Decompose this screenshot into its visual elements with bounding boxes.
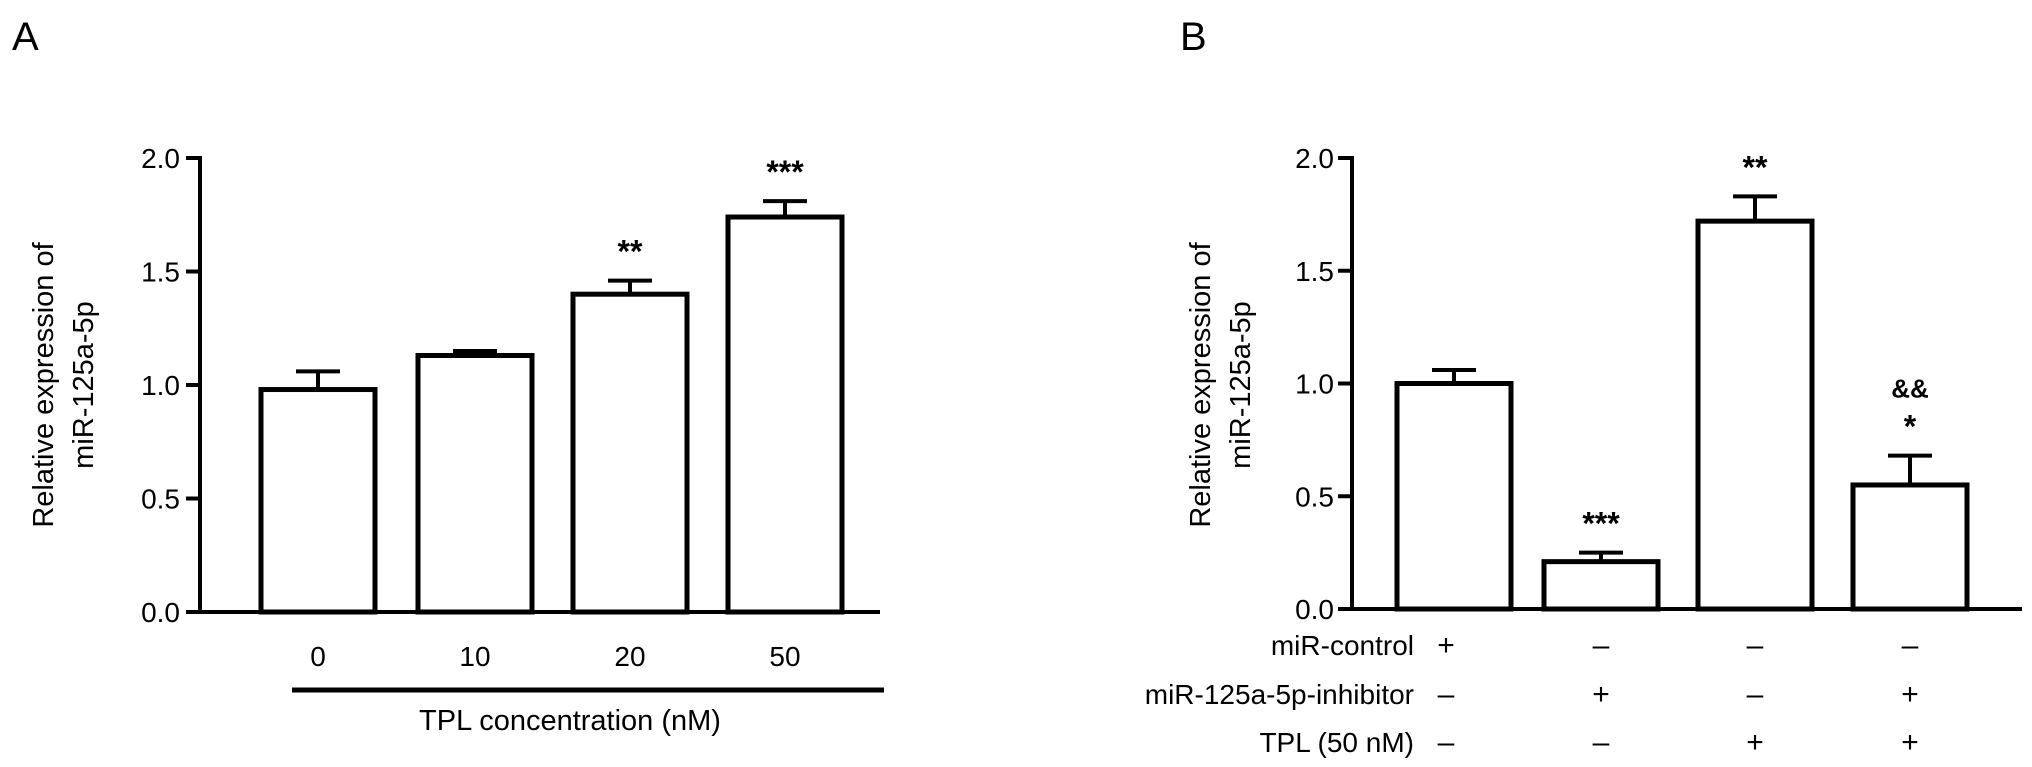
x-tick-label: 0: [310, 641, 326, 672]
panel-a: A 0.0 0.5 1.0 1.5 2.0 Relative expression of m…: [12, 15, 884, 737]
bar: [725, 214, 845, 615]
y-tick-label: 0.0: [1295, 594, 1334, 625]
bar: [1394, 381, 1514, 612]
condition-sign: –: [1902, 629, 1919, 662]
condition-sign: –: [1438, 678, 1455, 711]
condition-sign: –: [1593, 629, 1610, 662]
y-axis-title: Relative expression of: [28, 241, 60, 527]
bar: [570, 291, 690, 615]
y-tick-label: 2.0: [141, 143, 180, 174]
y-axis-title: miR-125a-5p: [68, 301, 100, 469]
bar: [1541, 559, 1661, 612]
y-tick-label: 1.0: [1295, 369, 1334, 400]
condition-sign: +: [1437, 629, 1455, 662]
bar: [1695, 218, 1815, 612]
x-tick-label: 20: [614, 641, 645, 672]
y-tick-label: 0.5: [1295, 481, 1334, 512]
panel-a-letter: A: [12, 15, 39, 59]
condition-sign: –: [1438, 726, 1455, 759]
y-axis-title: miR-125a-5p: [1225, 301, 1257, 469]
condition-label: miR-control: [1271, 630, 1414, 661]
significance-mark: ***: [766, 154, 804, 190]
condition-sign: –: [1747, 678, 1764, 711]
panel-b-letter: B: [1180, 15, 1207, 59]
x-axis-title: TPL concentration (nM): [419, 705, 721, 737]
condition-sign: +: [1746, 726, 1764, 759]
y-tick-label: 1.5: [141, 257, 180, 288]
y-tick-label: 1.5: [1295, 256, 1334, 287]
y-tick-label: 2.0: [1295, 143, 1334, 174]
x-tick-label: 10: [459, 641, 490, 672]
condition-label: miR-125a-5p-inhibitor: [1145, 679, 1414, 710]
condition-sign: +: [1901, 726, 1919, 759]
significance-mark-secondary: &&: [1891, 374, 1929, 404]
y-tick-label: 1.0: [141, 370, 180, 401]
bar: [415, 352, 535, 615]
condition-sign: +: [1592, 678, 1610, 711]
bar: [258, 387, 378, 615]
significance-mark: *: [1904, 409, 1917, 445]
condition-sign: –: [1747, 629, 1764, 662]
y-tick-label: 0.0: [141, 597, 180, 628]
y-axis-title: Relative expression of: [1185, 241, 1217, 527]
significance-mark: **: [1743, 149, 1768, 185]
condition-sign: +: [1901, 678, 1919, 711]
significance-mark: **: [618, 234, 643, 270]
y-tick-label: 0.5: [141, 484, 180, 515]
bar: [1850, 482, 1970, 612]
condition-sign: –: [1593, 726, 1610, 759]
significance-mark: ***: [1582, 506, 1620, 542]
condition-label: TPL (50 nM): [1259, 727, 1414, 758]
x-tick-label: 50: [769, 641, 800, 672]
